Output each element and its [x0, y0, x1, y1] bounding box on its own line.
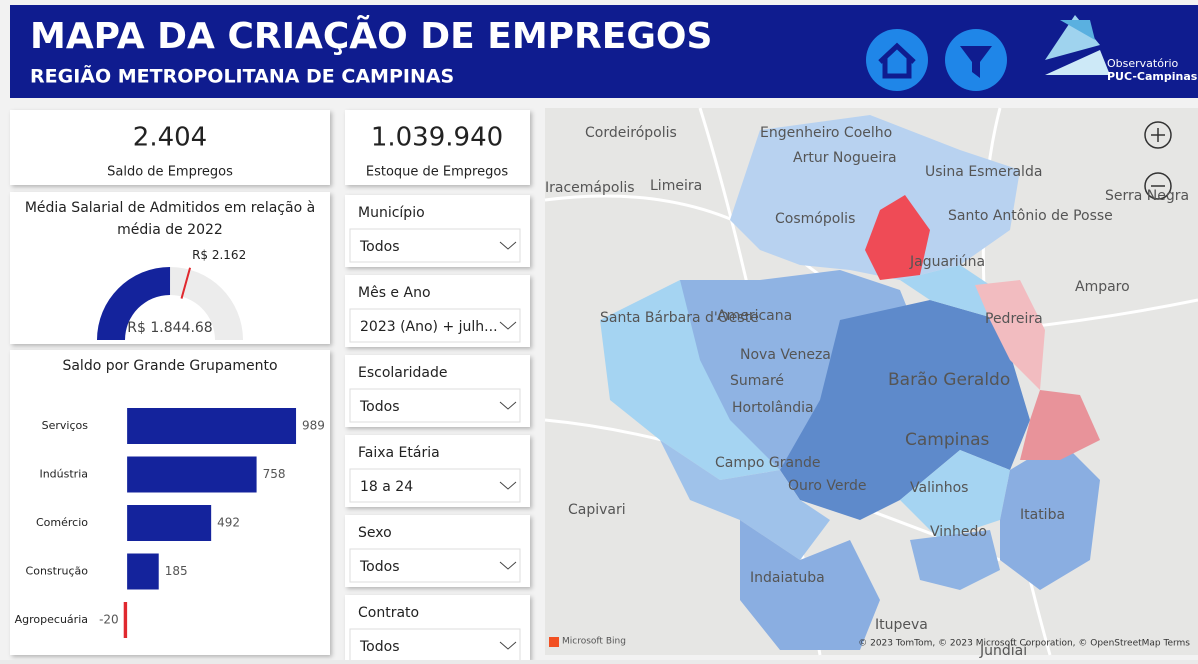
- bar: [123, 602, 128, 638]
- data-label: 758: [263, 467, 286, 481]
- slicer-label: Escolaridade: [358, 365, 447, 381]
- map-place: Jaguariúna: [909, 254, 985, 270]
- bar: [127, 456, 257, 493]
- map-place: Ouro Verde: [788, 478, 866, 494]
- gauge-target: [180, 267, 192, 299]
- map-place: Americana: [717, 308, 792, 324]
- map-attribution: © 2023 TomTom, © 2023 Microsoft Corporat…: [858, 639, 1190, 649]
- map-place: Indaiatuba: [750, 570, 825, 586]
- map-place: Amparo: [1075, 279, 1130, 295]
- slicer-dropdown[interactable]: [349, 468, 521, 503]
- subtitle: REGIÃO METROPOLITANA DE CAMPINAS: [30, 64, 454, 88]
- map-place: Campo Grande: [715, 455, 820, 471]
- category-label: Indústria: [39, 468, 88, 481]
- data-label: 185: [165, 564, 188, 578]
- map-place: Nova Veneza: [740, 347, 831, 363]
- slicer-label: Contrato: [358, 605, 419, 621]
- map-place: Itatiba: [1020, 507, 1065, 523]
- map-place: Valinhos: [910, 480, 968, 496]
- chart-title: Saldo por Grande Grupamento: [62, 358, 277, 374]
- slicer-label: Faixa Etária: [358, 445, 440, 461]
- slicer-label: Mês e Ano: [358, 285, 431, 301]
- slicer-dropdown[interactable]: [349, 388, 521, 423]
- bar: [127, 505, 212, 541]
- slicer-value: 18 a 24: [360, 479, 413, 495]
- bar: [127, 408, 297, 444]
- kpi-value: 2.404: [133, 123, 207, 153]
- map-place: Itupeva: [875, 617, 928, 633]
- map-place: Jundiaí: [979, 643, 1028, 659]
- map-place: Capivari: [568, 502, 626, 518]
- map-place: Limeira: [650, 178, 702, 194]
- slicer-dropdown[interactable]: [349, 308, 521, 343]
- slicer-value: Todos: [359, 399, 399, 415]
- data-label: 492: [217, 516, 240, 530]
- map-brand: Microsoft Bing: [562, 637, 626, 647]
- slicer-dropdown[interactable]: [349, 628, 521, 663]
- gauge-value-label: R$ 1.844.68: [127, 320, 212, 336]
- gauge-target-label: R$ 2.162: [192, 248, 246, 262]
- gauge-fill: [97, 266, 171, 340]
- slicer-label: Município: [358, 205, 425, 221]
- map-place: Sumaré: [730, 373, 784, 389]
- kpi-value: 1.039.940: [371, 123, 503, 153]
- map-place: Pedreira: [985, 311, 1043, 327]
- slicer-value: Todos: [359, 559, 399, 575]
- map-place: Cosmópolis: [775, 211, 855, 227]
- slicer-label: Sexo: [358, 525, 392, 541]
- map-place: Barão Geraldo: [888, 370, 1010, 390]
- kpi-card: [10, 110, 330, 185]
- dropdown-arrow: [499, 481, 517, 490]
- home-button[interactable]: [866, 29, 928, 91]
- map-place: Vinhedo: [930, 524, 987, 540]
- title: MAPA DA CRIAÇÃO DE EMPREGOS: [30, 15, 712, 57]
- dropdown-arrow: [499, 321, 517, 330]
- map-place: Cordeirópolis: [585, 125, 677, 141]
- map-place: Engenheiro Coelho: [760, 125, 892, 141]
- slicer-value: Todos: [359, 239, 399, 255]
- dropdown-arrow: [499, 401, 517, 410]
- slicer-dropdown[interactable]: [349, 548, 521, 583]
- map-place: Santo Antônio de Posse: [948, 208, 1113, 224]
- category-label: Agropecuária: [15, 613, 88, 626]
- map-place: Santa Bárbara d'Oeste: [600, 310, 759, 326]
- dropdown-arrow: [499, 641, 517, 650]
- map-place: Serra Negra: [1105, 188, 1189, 204]
- kpi-label: Estoque de Empregos: [366, 165, 508, 180]
- kpi-label: Saldo de Empregos: [107, 165, 233, 180]
- slicer-dropdown[interactable]: [349, 228, 521, 263]
- category-label: Serviços: [42, 419, 89, 432]
- gauge-title: média de 2022: [117, 222, 223, 238]
- map-place: Iracemápolis: [545, 180, 635, 196]
- map-place: Usina Esmeralda: [925, 164, 1042, 180]
- dropdown-arrow: [499, 241, 517, 250]
- map-place: Campinas: [905, 430, 990, 450]
- category-label: Comércio: [36, 516, 88, 529]
- slicer-value: Todos: [359, 639, 399, 655]
- logo-text: PUC-Campinas: [1107, 70, 1198, 83]
- data-label: 989: [302, 419, 325, 433]
- map-place: Hortolândia: [732, 400, 814, 416]
- logo-text: Observatório: [1107, 57, 1179, 70]
- gauge-title: Média Salarial de Admitidos em relação à: [25, 200, 315, 216]
- bar-card: [10, 350, 330, 655]
- filter-button[interactable]: [945, 29, 1007, 91]
- map: [544, 107, 1198, 656]
- category-label: Construção: [26, 565, 89, 578]
- slicer-value: 2023 (Ano) + julh...: [360, 319, 498, 335]
- logo: [1045, 15, 1110, 75]
- kpi-card: [345, 110, 530, 185]
- dropdown-arrow: [499, 561, 517, 570]
- data-label: -20: [99, 613, 119, 627]
- map-place: Artur Nogueira: [793, 150, 897, 166]
- bar: [127, 553, 159, 590]
